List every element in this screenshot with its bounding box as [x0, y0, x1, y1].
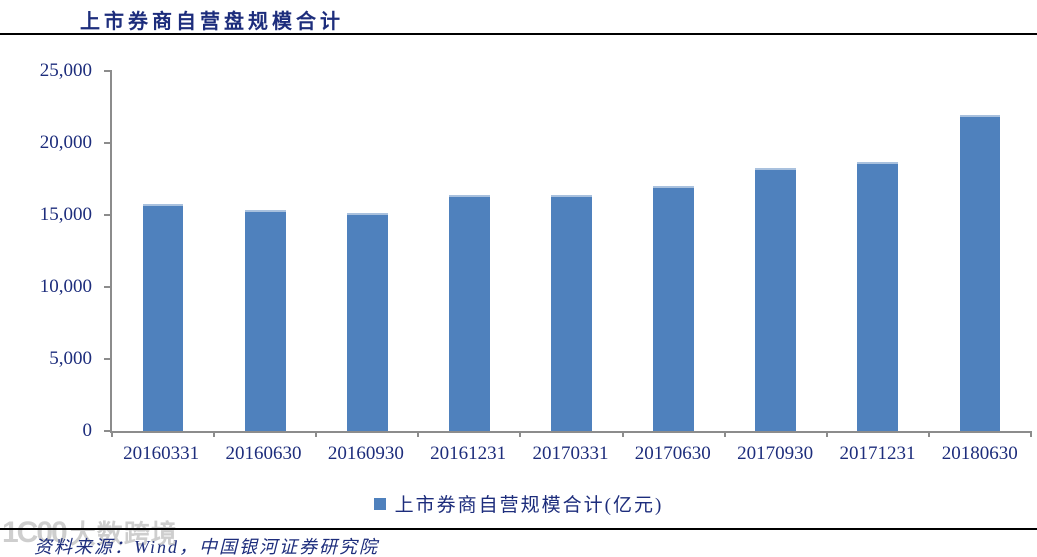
x-axis-label: 20160930: [327, 443, 404, 464]
bar-20171231: [857, 162, 899, 431]
x-axis-tick: [519, 431, 522, 437]
x-axis-tick: [1030, 431, 1032, 437]
y-axis-tick-label: 0: [82, 420, 93, 441]
bar-slot: [418, 71, 520, 431]
x-axis-tick: [213, 431, 216, 437]
bars-container: [112, 71, 1031, 431]
bar-slot: [725, 71, 827, 431]
y-axis-tick: [104, 358, 112, 360]
bar-20161231: [448, 195, 490, 431]
x-axis-label: 20170331: [532, 443, 609, 464]
x-axis-labels: 20160331 20160630 20160930 20161231 20170331…: [110, 443, 1031, 465]
x-axis-tick: [825, 431, 828, 437]
y-axis-tick-label: 15,000: [39, 204, 92, 225]
x-axis-label: 20170630: [634, 443, 711, 464]
x-axis-tick: [723, 431, 726, 437]
x-axis-label: 20180630: [941, 443, 1018, 464]
y-axis-tick: [104, 142, 112, 144]
y-axis-tick-label: 10,000: [39, 276, 92, 297]
chart-title: 上市券商自营盘规模合计: [80, 11, 344, 33]
x-axis-label: 20170930: [737, 443, 814, 464]
bar-20160630: [244, 210, 286, 431]
bar-20160930: [346, 212, 388, 431]
bar-slot: [827, 71, 929, 431]
plot-area: 0 5,000 10,000 15,000 20,000 25,000: [40, 61, 1032, 441]
y-axis-tick-label: 25,000: [39, 60, 92, 81]
bar-slot: [623, 71, 725, 431]
x-axis-label: 20160331: [123, 443, 200, 464]
y-axis-tick: [104, 430, 112, 432]
legend: 上市券商自营规模合计(亿元): [0, 490, 1037, 517]
x-axis-tick: [111, 431, 113, 437]
x-axis-tick: [621, 431, 624, 437]
y-axis-tick-label: 20,000: [39, 132, 92, 153]
x-axis-label: 20160630: [225, 443, 302, 464]
legend-label: 上市券商自营规模合计(亿元): [394, 495, 664, 516]
watermark-logo: 1C00: [2, 515, 68, 549]
bottom-divider: [0, 528, 1037, 530]
bar-slot: [112, 71, 214, 431]
y-axis-tick: [104, 70, 112, 72]
bar-slot: [316, 71, 418, 431]
x-axis-label: 20161231: [430, 443, 507, 464]
bar-20170331: [551, 194, 592, 431]
watermark-text: 大数跨境: [69, 520, 178, 549]
bar-slot: [520, 71, 622, 431]
y-axis-tick-label: 5,000: [49, 348, 92, 369]
bar-20160331: [142, 204, 184, 431]
x-axis-tick: [417, 431, 420, 437]
watermark: 1C00 大数跨境: [2, 514, 178, 551]
x-axis-tick: [927, 431, 930, 437]
x-axis-tick: [315, 431, 318, 437]
top-divider: [0, 33, 1037, 35]
bar-20170630: [653, 185, 695, 431]
bar-20180630: [959, 114, 1001, 431]
legend-marker-icon: [373, 497, 386, 510]
bar-slot: [214, 71, 316, 431]
bar-slot: [929, 71, 1031, 431]
bar-20170930: [755, 167, 797, 431]
x-axis-label: 20171231: [839, 443, 916, 464]
source-note: 资料来源：Wind，中国银河证券研究院: [34, 537, 380, 557]
y-axis-tick: [104, 214, 112, 216]
y-axis-tick: [104, 286, 112, 288]
